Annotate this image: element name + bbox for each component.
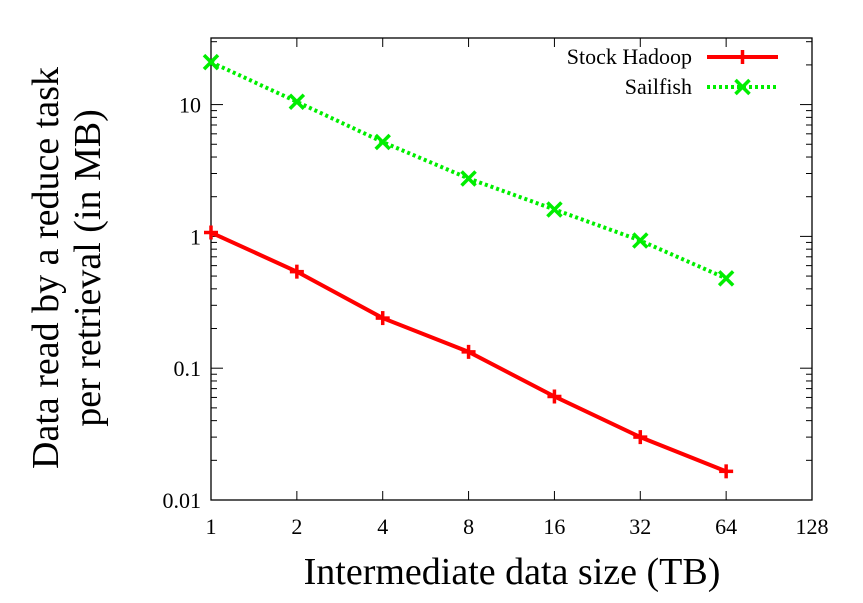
series-1-point bbox=[202, 53, 220, 71]
x-tick-label: 128 bbox=[796, 514, 829, 539]
y-axis-title-line-1: Data read by a reduce task bbox=[25, 67, 67, 469]
x-tick-label: 1 bbox=[206, 514, 217, 539]
series-0-point bbox=[204, 225, 218, 240]
series-1-point bbox=[288, 93, 306, 111]
x-tick-label: 2 bbox=[291, 514, 302, 539]
legend-label-1: Sailfish bbox=[625, 74, 692, 99]
x-tick-label: 16 bbox=[543, 514, 565, 539]
series-1-point bbox=[460, 170, 477, 187]
legend: Stock Hadoop Sailfish bbox=[567, 44, 778, 99]
series-1-point bbox=[632, 232, 649, 249]
plot-series bbox=[202, 53, 735, 479]
series-1-point bbox=[374, 133, 391, 151]
x-axis-title: Intermediate data size (TB) bbox=[304, 551, 721, 593]
x-tick-label: 8 bbox=[463, 514, 474, 539]
y-axis: 0.01 0.1 1 10 bbox=[163, 41, 812, 513]
y-tick-label: 10 bbox=[179, 93, 201, 118]
series-0-point bbox=[633, 430, 648, 445]
x-axis: 1 2 4 8 16 32 64 128 bbox=[206, 38, 829, 539]
y-tick-label: 0.1 bbox=[174, 356, 202, 381]
series-0-point bbox=[719, 464, 734, 479]
series-0-point bbox=[289, 264, 304, 279]
series-0-point bbox=[547, 389, 562, 404]
series-1-point bbox=[717, 270, 735, 287]
legend-marker-0 bbox=[735, 50, 750, 64]
x-tick-label: 4 bbox=[377, 514, 388, 539]
y-axis-title-line-2: per retrieval (in MB) bbox=[67, 109, 109, 427]
series-1-point bbox=[546, 201, 563, 218]
y-tick-label: 0.01 bbox=[163, 488, 202, 513]
y-tick-label: 1 bbox=[190, 224, 201, 249]
x-tick-label: 32 bbox=[629, 514, 651, 539]
series-0-point bbox=[461, 344, 476, 359]
series-0-point bbox=[375, 311, 390, 326]
legend-label-0: Stock Hadoop bbox=[567, 44, 692, 69]
x-tick-label: 64 bbox=[715, 514, 737, 539]
plot-frame bbox=[210, 37, 813, 501]
y-axis-title: Data read by a reduce task per retrieval… bbox=[25, 67, 109, 469]
plot-border bbox=[210, 37, 813, 501]
legend-marker-1 bbox=[734, 78, 751, 96]
